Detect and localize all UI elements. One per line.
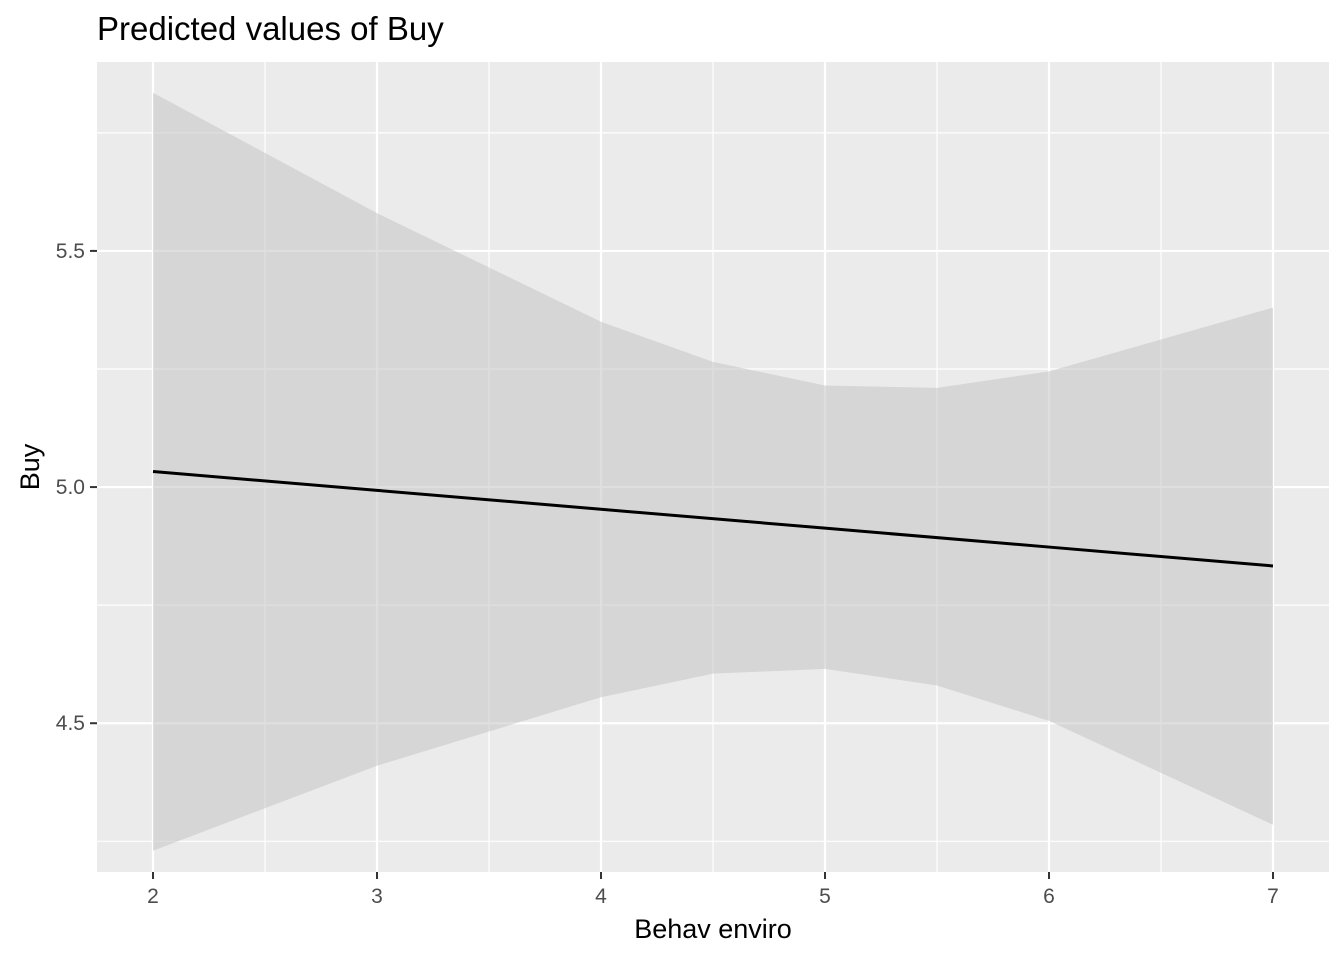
x-tick-label: 6 [1043, 885, 1055, 908]
y-tick-label: 4.5 [56, 712, 85, 735]
y-axis-ticks: 4.5 5.0 5.5 [56, 240, 97, 735]
y-tick-label: 5.5 [56, 240, 85, 263]
x-tick-label: 3 [371, 885, 383, 908]
confidence-band [153, 92, 1273, 851]
x-tick-label: 4 [595, 885, 607, 908]
x-axis-ticks: 2 3 4 5 6 7 [147, 872, 1279, 908]
prediction-line [152, 469, 1274, 568]
chart-title: Predicted values of Buy [97, 10, 444, 47]
x-tick-label: 7 [1267, 885, 1279, 908]
x-axis-title: Behav enviro [634, 914, 792, 944]
x-tick-label: 5 [819, 885, 831, 908]
y-tick-label: 5.0 [56, 476, 85, 499]
y-axis-title: Buy [15, 443, 45, 490]
x-tick-label: 2 [147, 885, 159, 908]
